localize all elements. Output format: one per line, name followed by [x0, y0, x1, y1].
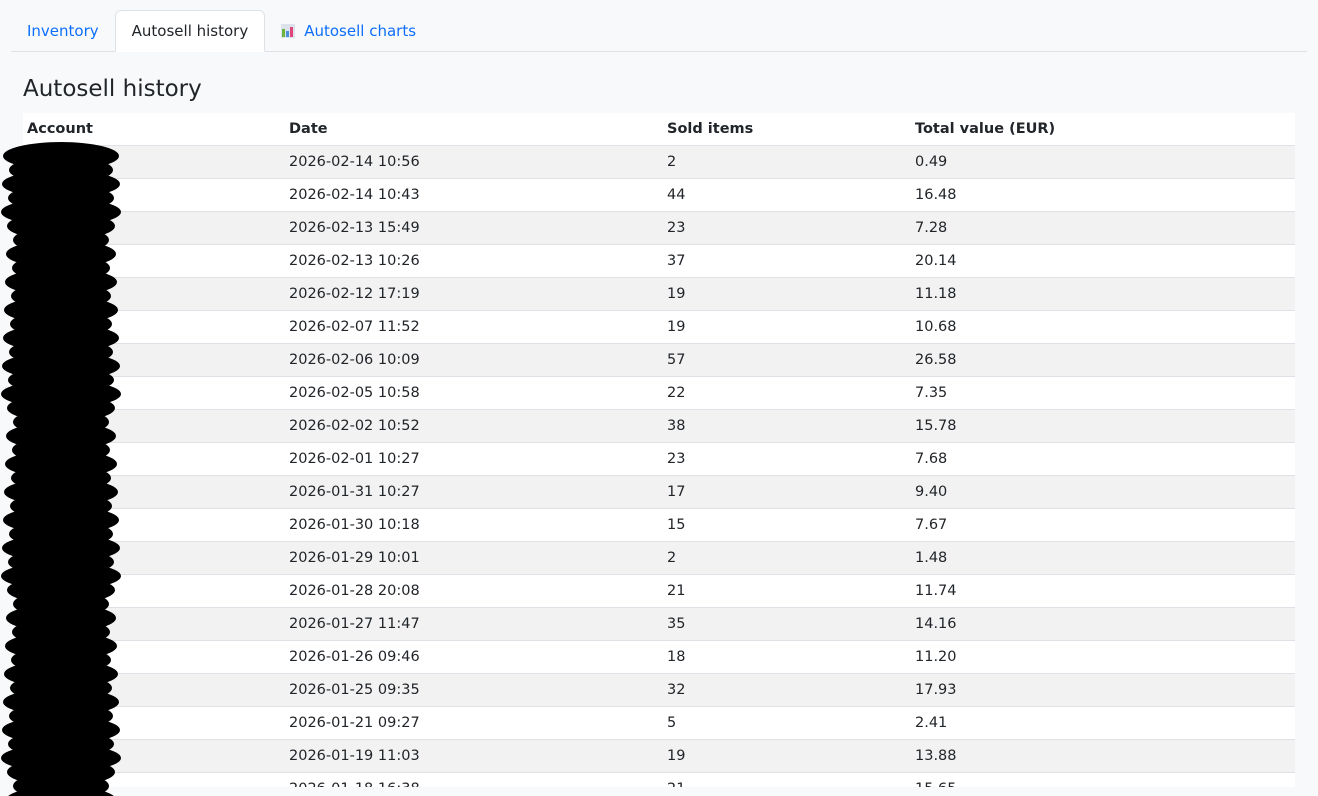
tab-autosell-charts[interactable]: Autosell charts	[265, 10, 432, 51]
table-row: 2026-01-18 16:382115.65	[23, 772, 1295, 787]
table-row: 2026-02-01 10:27 23 7.68	[23, 442, 1295, 476]
cell-date: 2026-01-27 11:47	[285, 607, 663, 641]
cell-sold-items: 32	[663, 673, 911, 707]
table-row: 2026-02-13 10:26 37 20.14	[23, 244, 1295, 278]
cell-sold-items: 44	[663, 178, 911, 212]
cell-date: 2026-02-06 10:09	[285, 343, 663, 377]
tab-inventory[interactable]: Inventory	[11, 10, 115, 51]
cell-total-value: 16.48	[911, 178, 1295, 212]
cell-date: 2026-01-31 10:27	[285, 475, 663, 509]
cell-total-value: 7.68	[911, 442, 1295, 476]
cell-sold-items: 23	[663, 442, 911, 476]
cell-sold-items: 15	[663, 508, 911, 542]
table-row: 2026-02-05 10:58 22 7.35	[23, 376, 1295, 410]
cell-total-value: 9.40	[911, 475, 1295, 509]
table-row: 2026-01-26 09:46 18 11.20	[23, 640, 1295, 674]
cell-total-value: 17.93	[911, 673, 1295, 707]
table-row: 2026-02-07 11:52 19 10.68	[23, 310, 1295, 344]
cell-date: 2026-01-26 09:46	[285, 640, 663, 674]
table-row: 2026-01-19 11:03 19 13.88	[23, 739, 1295, 773]
cell-total-value: 0.49	[911, 145, 1295, 179]
tab-bar: Inventory Autosell history Autosell char…	[11, 10, 1307, 52]
cell-sold-items: 38	[663, 409, 911, 443]
table-row: 2026-02-13 15:49 23 7.28	[23, 211, 1295, 245]
cell-sold-items: 37	[663, 244, 911, 278]
cell-sold-items: 19	[663, 277, 911, 311]
header-date: Date	[285, 113, 663, 146]
header-account: Account	[23, 113, 285, 146]
cell-date: 2026-02-14 10:43	[285, 178, 663, 212]
table-row: 2026-02-06 10:09 57 26.58	[23, 343, 1295, 377]
cell-sold-items: 17	[663, 475, 911, 509]
cell-total-value: 11.20	[911, 640, 1295, 674]
cell-total-value: 26.58	[911, 343, 1295, 377]
cell-date: 2026-02-13 10:26	[285, 244, 663, 278]
cell-date: 2026-02-07 11:52	[285, 310, 663, 344]
table-row: 2026-01-21 09:27 5 2.41	[23, 706, 1295, 740]
cell-sold-items: 19	[663, 310, 911, 344]
redaction-marks	[1, 142, 121, 796]
cell-date: 2026-02-14 10:56	[285, 145, 663, 179]
table-row: 2026-01-28 20:08 21 11.74	[23, 574, 1295, 608]
cell-date: 2026-02-12 17:19	[285, 277, 663, 311]
header-total-value: Total value (EUR)	[911, 113, 1295, 146]
table-row: 2026-01-29 10:01 2 1.48	[23, 541, 1295, 575]
table-row: 2026-01-27 11:47 35 14.16	[23, 607, 1295, 641]
table-row: 2026-01-25 09:35 32 17.93	[23, 673, 1295, 707]
table-row: 2026-02-12 17:19 19 11.18	[23, 277, 1295, 311]
cell-total-value: 11.18	[911, 277, 1295, 311]
cell-date: 2026-02-05 10:58	[285, 376, 663, 410]
header-sold-items: Sold items	[663, 113, 911, 146]
cell-total-value: 13.88	[911, 739, 1295, 773]
cell-total-value: 11.74	[911, 574, 1295, 608]
cell-sold-items: 57	[663, 343, 911, 377]
cell-date: 2026-01-18 16:38	[285, 772, 663, 787]
cell-sold-items: 19	[663, 739, 911, 773]
cell-sold-items: 35	[663, 607, 911, 641]
cell-total-value: 20.14	[911, 244, 1295, 278]
cell-date: 2026-01-25 09:35	[285, 673, 663, 707]
cell-total-value: 14.16	[911, 607, 1295, 641]
cell-date: 2026-01-29 10:01	[285, 541, 663, 575]
tab-label: Autosell history	[131, 22, 249, 40]
cell-sold-items: 21	[663, 772, 911, 787]
page-title: Autosell history	[23, 76, 202, 102]
cell-date: 2026-02-13 15:49	[285, 211, 663, 245]
redaction-blob	[8, 786, 114, 796]
tab-label: Inventory	[27, 21, 99, 40]
history-table-container: Account Date Sold items Total value (EUR…	[23, 113, 1295, 787]
cell-date: 2026-01-30 10:18	[285, 508, 663, 542]
cell-date: 2026-01-19 11:03	[285, 739, 663, 773]
cell-total-value: 7.67	[911, 508, 1295, 542]
cell-sold-items: 2	[663, 541, 911, 575]
cell-total-value: 2.41	[911, 706, 1295, 740]
cell-total-value: 15.65	[911, 772, 1295, 787]
tab-label: Autosell charts	[304, 21, 417, 40]
cell-total-value: 7.35	[911, 376, 1295, 410]
table-row: 2026-02-02 10:52 38 15.78	[23, 409, 1295, 443]
cell-sold-items: 2	[663, 145, 911, 179]
table-row: 2026-01-31 10:27 17 9.40	[23, 475, 1295, 509]
cell-sold-items: 21	[663, 574, 911, 608]
cell-date: 2026-01-21 09:27	[285, 706, 663, 740]
cell-sold-items: 22	[663, 376, 911, 410]
table-row: 2026-01-30 10:18 15 7.67	[23, 508, 1295, 542]
cell-sold-items: 18	[663, 640, 911, 674]
bar-chart-icon	[281, 23, 296, 38]
table-row: 2026-02-14 10:43 44 16.48	[23, 178, 1295, 212]
cell-total-value: 15.78	[911, 409, 1295, 443]
cell-total-value: 7.28	[911, 211, 1295, 245]
history-table: Account Date Sold items Total value (EUR…	[23, 113, 1295, 787]
table-row: 2026-02-14 10:56 2 0.49	[23, 145, 1295, 179]
tab-autosell-history[interactable]: Autosell history	[114, 10, 266, 52]
cell-sold-items: 5	[663, 706, 911, 740]
cell-date: 2026-01-28 20:08	[285, 574, 663, 608]
cell-total-value: 10.68	[911, 310, 1295, 344]
table-header-row: Account Date Sold items Total value (EUR…	[23, 113, 1295, 146]
cell-sold-items: 23	[663, 211, 911, 245]
cell-date: 2026-02-02 10:52	[285, 409, 663, 443]
cell-date: 2026-02-01 10:27	[285, 442, 663, 476]
cell-total-value: 1.48	[911, 541, 1295, 575]
